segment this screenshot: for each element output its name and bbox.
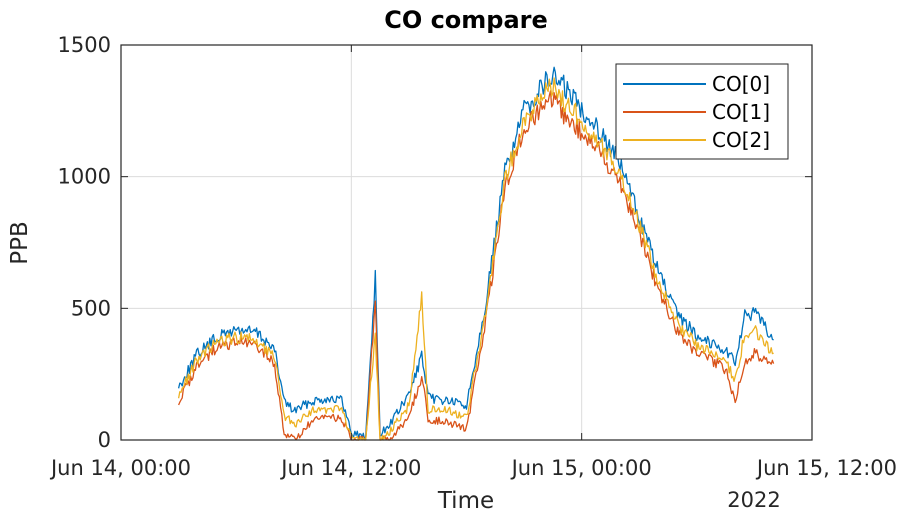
y-tick-label: 0 [98, 428, 111, 452]
series-line-co-0 [177, 66, 774, 441]
y-tick-label: 500 [71, 296, 111, 320]
legend-label-co-1: CO[1] [712, 100, 770, 124]
y-axis-label: PPB [7, 221, 33, 265]
series-layer [177, 66, 775, 441]
y-tick-labels: 0 500 1000 1500 [58, 33, 111, 452]
x-axis-label: Time [437, 488, 494, 514]
x-axis-year-label: 2022 [727, 488, 780, 512]
y-tick-label: 1000 [58, 165, 111, 189]
x-tick-label: Jun 15, 12:00 [755, 456, 897, 480]
x-tick-label: Jun 14, 12:00 [279, 456, 421, 480]
y-tick-label: 1500 [58, 33, 111, 57]
legend-label-co-0: CO[0] [712, 72, 770, 96]
x-tick-label: Jun 14, 00:00 [49, 456, 191, 480]
series-line-co-2 [177, 77, 774, 441]
legend: CO[0] CO[1] CO[2] [615, 63, 789, 160]
series-line-co-1 [178, 90, 775, 441]
legend-label-co-2: CO[2] [712, 128, 770, 152]
chart-title: CO compare [384, 6, 548, 34]
x-tick-label: Jun 15, 00:00 [510, 456, 652, 480]
tick-marks [120, 44, 813, 441]
axes-box [120, 44, 813, 441]
x-tick-labels: Jun 14, 00:00 Jun 14, 12:00 Jun 15, 00:00 J… [49, 456, 897, 480]
